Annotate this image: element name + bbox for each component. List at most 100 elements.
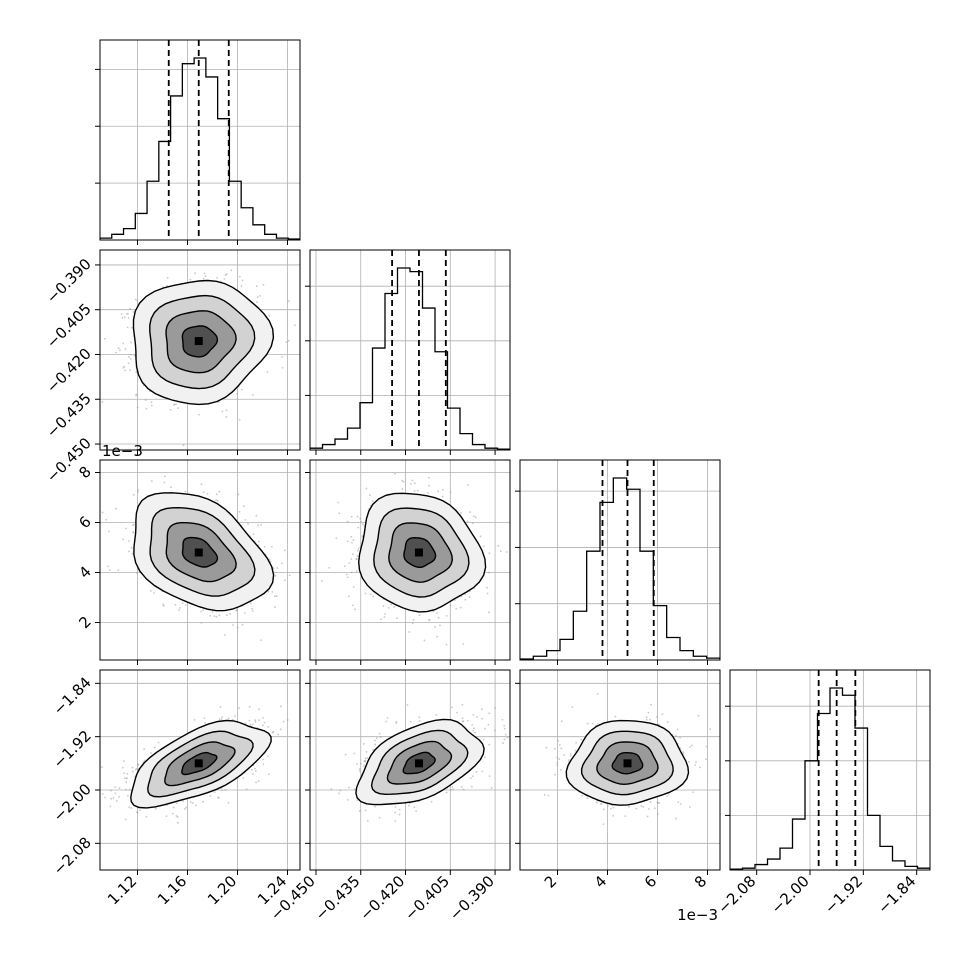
scatter-point: [679, 736, 681, 739]
contour-line: [181, 751, 218, 776]
scatter-point: [383, 616, 386, 618]
scatter-point: [455, 607, 458, 610]
x-tick-label: −0.405: [401, 872, 453, 924]
scatter-point: [488, 571, 490, 574]
scatter-point: [117, 569, 120, 572]
scatter-point: [262, 758, 264, 761]
scatter-point: [194, 804, 197, 807]
density-panel-3-1: −0.450−0.435−0.420−0.405−0.390: [267, 669, 511, 924]
scatter-point: [692, 791, 694, 794]
scatter-point: [251, 607, 254, 610]
scatter-point: [471, 775, 474, 778]
scatter-point: [132, 770, 134, 773]
scatter-point: [271, 590, 274, 593]
density-peak: [194, 759, 203, 768]
scatter-point: [217, 797, 220, 799]
scatter-point: [120, 313, 123, 315]
scatter-point: [439, 624, 441, 627]
scatter-point: [118, 796, 120, 798]
scatter-point: [125, 312, 128, 315]
scatter-point: [610, 807, 612, 810]
y-tick-label: −2.08: [50, 833, 95, 878]
scatter-point: [247, 246, 249, 248]
x-tick-label: −0.420: [356, 872, 408, 924]
scatter-point: [134, 298, 137, 301]
scatter-point: [354, 608, 356, 611]
scatter-point: [445, 643, 448, 646]
contour-line: [149, 294, 256, 390]
scatter-point: [359, 762, 362, 765]
x-tick-label: −1.84: [874, 872, 919, 917]
scatter-point: [379, 736, 382, 739]
contour-line: [373, 507, 470, 598]
contour-line: [386, 740, 453, 785]
scatter-point: [221, 410, 224, 413]
scatter-point: [434, 626, 436, 628]
scatter-point: [276, 567, 279, 569]
x-tick-label: −2.00: [768, 872, 813, 917]
scatter-point: [506, 736, 509, 739]
scatter-point: [283, 549, 286, 552]
scatter-point: [394, 811, 396, 814]
scatter-point: [124, 818, 127, 821]
scatter-point: [358, 770, 361, 773]
x-tick-label: −2.08: [714, 872, 759, 917]
scatter-point: [202, 609, 205, 612]
scatter-point: [206, 492, 209, 495]
scatter-point: [270, 545, 273, 548]
scatter-point: [109, 789, 112, 792]
scatter-point: [244, 518, 247, 521]
scatter-point: [194, 272, 197, 275]
scatter-point: [697, 714, 700, 717]
scatter-point: [437, 490, 440, 493]
scatter-point: [416, 489, 419, 492]
scatter-point: [346, 576, 349, 579]
scatter-point: [346, 540, 349, 543]
scatter-point: [237, 493, 240, 496]
scatter-point: [472, 713, 475, 716]
density-panel-2-0: 2 4 6 8: [75, 459, 301, 665]
scatter-point: [375, 737, 378, 740]
panel-frame: [309, 249, 511, 451]
scatter-point: [127, 540, 130, 542]
scatter-point: [198, 413, 200, 416]
scatter-point: [118, 787, 121, 789]
x-tick-label: 1.20: [204, 872, 240, 908]
scatter-point: [224, 274, 227, 276]
scatter-point: [371, 500, 374, 503]
scatter-point: [423, 639, 426, 642]
scatter-point: [251, 394, 254, 396]
scatter-point: [432, 610, 435, 613]
scatter-point: [350, 515, 353, 518]
scatter-point: [490, 786, 493, 789]
scatter-point: [106, 565, 109, 568]
scatter-point: [225, 273, 228, 276]
scatter-point: [456, 711, 458, 714]
scatter-point: [366, 820, 369, 822]
scatter-point: [467, 719, 469, 722]
scatter-point: [263, 545, 266, 548]
scatter-point: [560, 747, 563, 750]
scatter-point: [123, 777, 126, 780]
scatter-point: [449, 491, 452, 494]
scatter-point: [402, 480, 405, 483]
scatter-point: [126, 773, 129, 775]
scatter-point: [175, 403, 178, 406]
scatter-point: [279, 705, 282, 708]
scatter-point: [469, 511, 472, 513]
scatter-point: [154, 807, 157, 810]
contour-line: [388, 522, 454, 583]
scatter-point: [218, 718, 221, 720]
scatter-point: [131, 766, 134, 769]
scatter-point: [408, 802, 411, 805]
scatter-point: [606, 805, 609, 808]
scatter-point: [338, 512, 341, 515]
scatter-point: [123, 772, 126, 775]
scatter-point: [145, 407, 148, 410]
scatter-point: [251, 773, 254, 775]
y-tick-label: −2.00: [50, 780, 95, 825]
scatter-point: [177, 407, 179, 409]
scatter-point: [502, 742, 504, 744]
scatter-point: [494, 707, 496, 710]
scatter-point: [293, 324, 296, 327]
